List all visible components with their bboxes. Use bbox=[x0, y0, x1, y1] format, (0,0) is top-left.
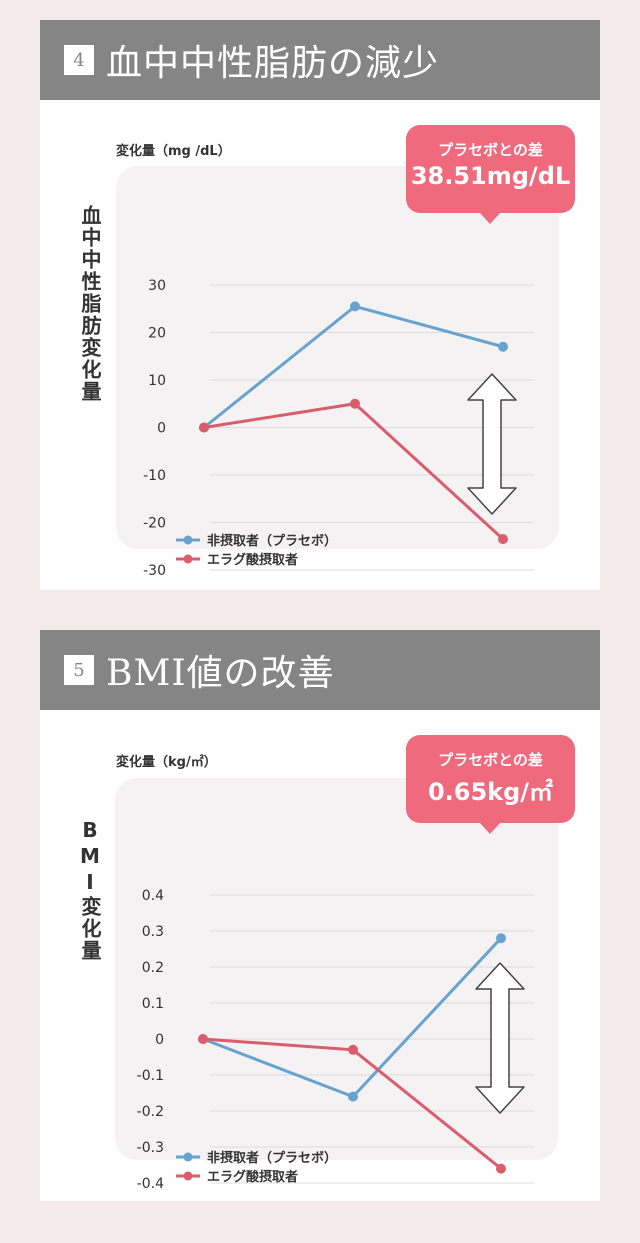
section-header: 4 血中中性脂肪の減少 bbox=[40, 20, 600, 100]
y-tick-label: 0.4 bbox=[142, 888, 164, 904]
callout-tail bbox=[479, 822, 501, 834]
y-tick-label: 30 bbox=[148, 278, 166, 294]
callout-value: 0.65kg/㎡ bbox=[427, 778, 554, 806]
legend-label: 非摂取者（プラセボ） bbox=[207, 533, 337, 549]
series-line bbox=[202, 937, 503, 1099]
series-line bbox=[202, 1037, 502, 1170]
section-title: 血中中性脂肪の減少 bbox=[106, 43, 440, 84]
legend-label: エラグ酸摂取者 bbox=[207, 552, 298, 568]
legend-marker bbox=[183, 554, 193, 564]
unit-label: 変化量（kg/㎡） bbox=[116, 755, 217, 770]
data-point bbox=[199, 422, 209, 433]
line-chart: 0.40.30.20.10-0.1-0.2-0.3-0.4摂取前6週間12週間非… bbox=[137, 888, 534, 1192]
legend-marker bbox=[183, 535, 193, 545]
difference-callout: プラセボとの差 0.65kg/㎡ bbox=[406, 735, 575, 823]
y-tick-label: -0.4 bbox=[137, 1176, 164, 1192]
section-card-bmi: 5 BMI値の改善 変化量（kg/㎡） BMI変化量 0.4 0.3 0.2 0.1 0… bbox=[40, 630, 600, 1201]
section-header: 5 BMI値の改善 bbox=[40, 630, 600, 710]
y-tick-label: 0 bbox=[155, 1032, 164, 1048]
chart-container: 変化量（mg /dL） 血中中性脂肪変化量 3020100-10-20-30摂取… bbox=[40, 100, 600, 590]
section-title: BMI値の改善 bbox=[106, 653, 335, 694]
y-tick-label: 0 bbox=[157, 421, 166, 437]
chart-container: 変化量（kg/㎡） BMI変化量 0.4 0.3 0.2 0.1 0 -0.1 -0.2 -0… bbox=[40, 710, 600, 1201]
y-tick-label: 10 bbox=[148, 373, 166, 389]
callout-value: 38.51mg/dL bbox=[410, 162, 571, 190]
callout-label: プラセボとの差 bbox=[438, 751, 543, 769]
section-number-badge: 4 bbox=[64, 45, 94, 75]
y-tick-label: -20 bbox=[143, 516, 166, 532]
legend-marker bbox=[183, 1152, 193, 1162]
data-point bbox=[198, 1034, 208, 1044]
difference-callout: プラセボとの差 38.51mg/dL bbox=[406, 125, 575, 213]
data-point bbox=[498, 341, 508, 352]
y-tick-label: 0.2 bbox=[142, 960, 164, 976]
series-line bbox=[203, 304, 504, 429]
data-point bbox=[350, 301, 360, 312]
y-tick-label: 20 bbox=[148, 326, 166, 342]
callout-tail bbox=[479, 212, 501, 224]
difference-double-arrow bbox=[467, 373, 517, 515]
unit-label: 変化量（mg /dL） bbox=[116, 144, 231, 159]
data-point bbox=[496, 1163, 506, 1174]
section-card-triglyceride: 4 血中中性脂肪の減少 変化量（mg /dL） 血中中性脂肪変化量 30 20 10… bbox=[40, 20, 600, 590]
y-tick-label: -10 bbox=[143, 468, 166, 484]
legend-marker bbox=[183, 1171, 193, 1181]
data-point bbox=[498, 534, 508, 545]
line-chart: 3020100-10-20-30摂取前6週間12週間非摂取者（プラセボ）エラグ酸… bbox=[143, 278, 534, 579]
legend-label: エラグ酸摂取者 bbox=[207, 1169, 298, 1185]
callout-label: プラセボとの差 bbox=[438, 141, 543, 159]
data-point bbox=[348, 1091, 358, 1102]
data-point bbox=[496, 933, 506, 944]
section-number-badge: 5 bbox=[64, 655, 94, 685]
y-tick-label: -0.1 bbox=[137, 1068, 164, 1084]
data-point bbox=[350, 398, 360, 409]
series-line bbox=[203, 402, 505, 541]
legend-label: 非摂取者（プラセボ） bbox=[207, 1150, 337, 1166]
difference-double-arrow bbox=[475, 962, 525, 1114]
y-tick-label: 0.3 bbox=[142, 924, 164, 940]
y-tick-label: -0.3 bbox=[137, 1140, 164, 1156]
y-axis-title: 血中中性脂肪変化量 bbox=[78, 205, 102, 403]
data-point bbox=[348, 1044, 358, 1055]
y-tick-label: -30 bbox=[143, 563, 166, 579]
y-axis-title: BMI変化量 bbox=[78, 818, 102, 962]
y-tick-label: 0.1 bbox=[142, 996, 164, 1012]
y-tick-label: -0.2 bbox=[137, 1104, 164, 1120]
